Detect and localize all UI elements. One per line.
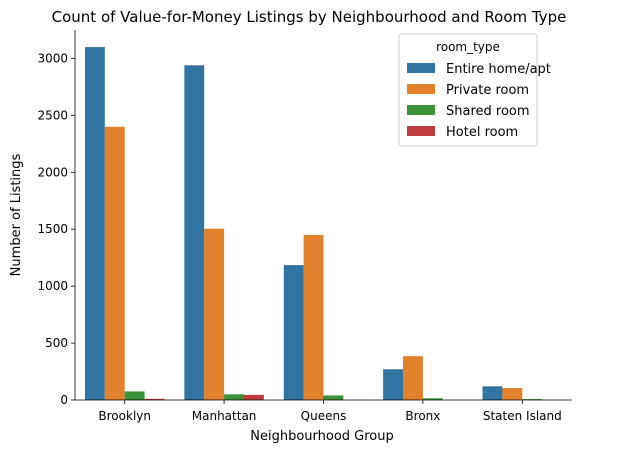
legend-swatch-shared-room — [407, 105, 435, 115]
legend-swatch-entire-home-apt — [407, 63, 435, 73]
bar-shared-room-queens — [323, 395, 344, 400]
x-tick-label: Manhattan — [192, 409, 257, 423]
y-tick-label: 1000 — [37, 279, 68, 293]
legend-label-shared-room: Shared room — [446, 104, 530, 119]
bar-entire-home-apt-manhattan — [184, 65, 205, 401]
bar-hotel-room-brooklyn — [144, 398, 165, 400]
y-tick-label: 1500 — [37, 222, 68, 236]
bar-private-room-manhattan — [204, 228, 225, 400]
bar-private-room-brooklyn — [104, 126, 125, 401]
bar-shared-room-manhattan — [224, 394, 244, 400]
legend-box — [398, 33, 538, 147]
legend-swatch-private-room — [407, 84, 435, 94]
y-tick-label: 0 — [60, 393, 68, 407]
y-axis-ticks: 0 500 1000 1500 2000 2500 3000 — [37, 51, 75, 407]
x-tick-label: Brooklyn — [98, 409, 151, 423]
legend-label-hotel-room: Hotel room — [446, 125, 518, 140]
y-tick-label: 500 — [45, 336, 68, 350]
y-tick-label: 3000 — [37, 51, 68, 65]
bar-hotel-room-manhattan — [243, 394, 264, 400]
bar-private-room-bronx — [403, 356, 423, 400]
bar-entire-home-apt-staten-island — [482, 386, 503, 400]
bar-shared-room-brooklyn — [124, 391, 145, 400]
x-tick-label: Bronx — [405, 409, 440, 423]
legend-label-entire-home-apt: Entire home/apt — [446, 62, 551, 77]
bar-private-room-staten-island — [502, 388, 523, 400]
legend-title: room_type — [436, 40, 500, 54]
plot-area — [84, 47, 543, 401]
y-axis-label: Number of Listings — [9, 153, 24, 276]
legend-swatch-hotel-room — [407, 126, 435, 136]
bar-entire-home-apt-brooklyn — [84, 47, 105, 400]
bar-shared-room-bronx — [422, 398, 443, 400]
y-tick-label: 2500 — [37, 108, 68, 122]
x-axis-label: Neighbourhood Group — [250, 429, 394, 444]
y-tick-label: 2000 — [37, 165, 68, 179]
legend-label-private-room: Private room — [446, 83, 529, 98]
x-tick-label: Staten Island — [483, 409, 562, 423]
legend: room_type Entire home/apt Private room Sha… — [398, 33, 551, 147]
bar-private-room-queens — [303, 234, 324, 400]
bar-entire-home-apt-bronx — [383, 369, 404, 400]
chart-title: Count of Value-for-Money Listings by Nei… — [52, 8, 567, 26]
bar-shared-room-staten-island — [522, 399, 543, 400]
x-axis-ticks: Brooklyn Manhattan Queens Bronx Staten Islan… — [98, 400, 562, 423]
x-tick-label: Queens — [301, 409, 347, 423]
bar-entire-home-apt-queens — [283, 265, 304, 400]
